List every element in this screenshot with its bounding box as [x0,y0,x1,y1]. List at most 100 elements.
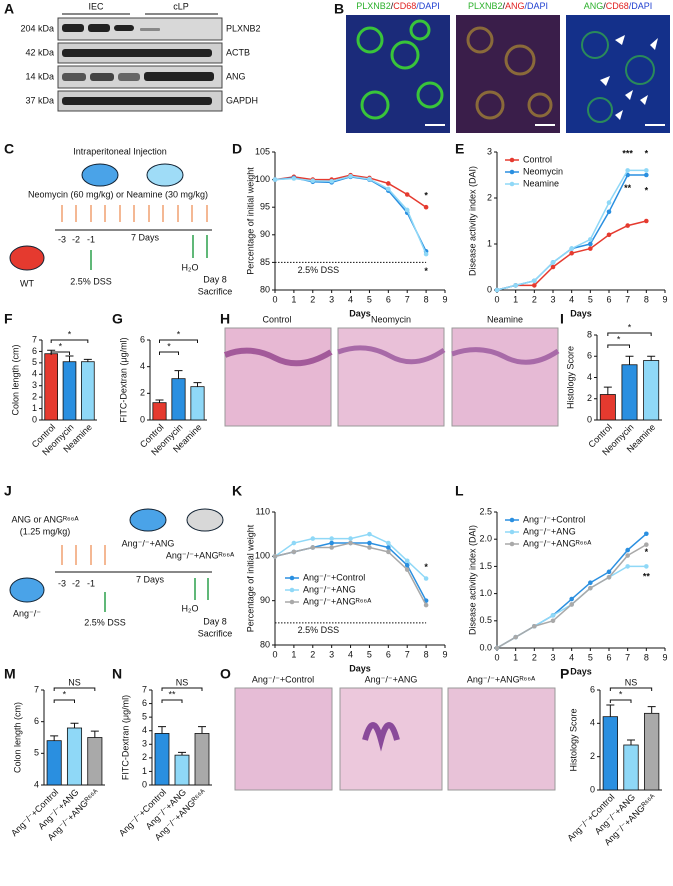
legend-marker [509,157,515,163]
protocol-text: (1.25 mg/kg) [20,526,71,536]
x-axis-label: Days [570,308,592,318]
y-tick-label: 4 [142,725,147,735]
x-tick-label: 4 [569,652,574,662]
series-line [496,220,647,291]
legend-label: Neomycin [523,166,563,176]
point [329,178,334,184]
y-tick-label: 2 [142,752,147,762]
panel-letter: E [455,141,464,157]
point [404,192,410,197]
significance-label: ** [168,689,176,699]
y-tick-label: 3 [487,146,492,156]
annotation: *** [622,149,633,159]
y-tick-label: 95 [260,202,270,212]
legend-label: Ang⁻/⁻+Control [523,514,585,524]
mouse-label: Ang⁻/⁻ [13,608,41,618]
x-tick-label: 6 [386,294,391,304]
x-tick-label: 3 [550,652,555,662]
error-bar [198,726,206,734]
legend-marker [509,517,515,523]
significance-label: * [59,341,63,351]
point [606,569,612,575]
x-tick-label: 0 [272,294,277,304]
legend-marker [289,599,295,605]
significance-bracket [609,687,653,691]
y-tick-label: 4 [587,372,592,382]
x-tick-label: 9 [662,294,667,304]
bar [62,361,77,421]
y-tick-label: 0 [32,414,37,424]
error-bar [90,730,99,738]
significance-label: * [68,329,72,339]
point [423,602,429,608]
protocol-text: Day 8 [203,274,227,284]
y-tick-label: 1 [487,238,492,248]
kda-label: 204 kDa [20,23,54,33]
histology-image [234,687,333,791]
mouse-label: WT [20,278,34,288]
bar [46,740,62,786]
panel-letter: B [334,1,344,17]
bar [174,754,190,786]
protocol-text: Sacrifice [198,628,233,638]
image-label: Neomycin [371,314,411,324]
bar [643,360,660,421]
legend-label: Ang⁻/⁻+ANGᴿ⁶⁶ᴬ [303,596,372,606]
y-tick-label: 2.5 [479,506,492,516]
x-tick-label: 2 [310,649,315,659]
point [532,278,537,284]
point [329,540,334,546]
point [423,204,429,210]
day-label: -2 [72,578,80,588]
micrograph [456,15,560,133]
stain-title: PLXNB2/CD68/DAPI [356,1,440,11]
y-tick-label: 4 [140,361,145,371]
protocol-text: Intraperitoneal Injection [73,146,167,156]
point [588,241,593,247]
legend-marker [509,529,515,535]
point [367,176,372,182]
protocol-text: Day 8 [203,616,227,626]
point [588,580,593,586]
x-tick-label: 7 [405,294,410,304]
x-tick-label: 8 [644,652,649,662]
y-tick-label: 4 [34,779,39,789]
y-tick-label: 0 [590,784,595,794]
histology-image [339,687,443,791]
error-bar [178,751,186,756]
reference-label: 2.5% DSS [298,265,340,275]
point [404,567,410,572]
point [386,181,391,186]
error-bar [606,704,615,717]
x-tick-label: 8 [644,294,649,304]
histology-h: Control Neomycin Neamine [223,314,560,427]
blot: IEC cLP 204 kDa 42 kDa 14 kDa 37 kDa PLX… [20,1,261,112]
group-label: Ang⁻/⁻+ANG [122,538,175,548]
histology-image [447,687,556,791]
y-tick-label: 5 [34,748,39,758]
y-tick-label: 6 [140,334,145,344]
protocol-text: H₂O [182,603,199,613]
point [606,574,612,580]
bar [154,733,170,786]
error-bar [158,726,166,734]
point [644,531,649,537]
stain: ANG [505,1,525,11]
histology-image [224,327,332,427]
series-line [496,533,647,649]
significance-bracket [609,699,632,703]
image-label: Control [262,314,291,324]
y-tick-label: 0 [140,414,145,424]
x-tick-label: 2 [532,652,537,662]
y-tick-label: 1.5 [479,561,492,571]
legend-label: Ang⁻/⁻+ANGᴿ⁶⁶ᴬ [523,538,592,548]
mouse-icon [129,508,167,532]
point [532,623,537,629]
injection-arrows [61,545,106,565]
point [644,172,649,178]
legend-label: Ang⁻/⁻+ANG [523,526,576,536]
series-line [274,176,427,252]
y-tick-label: 7 [34,684,39,694]
point [532,283,537,288]
x-tick-label: 5 [588,652,593,662]
